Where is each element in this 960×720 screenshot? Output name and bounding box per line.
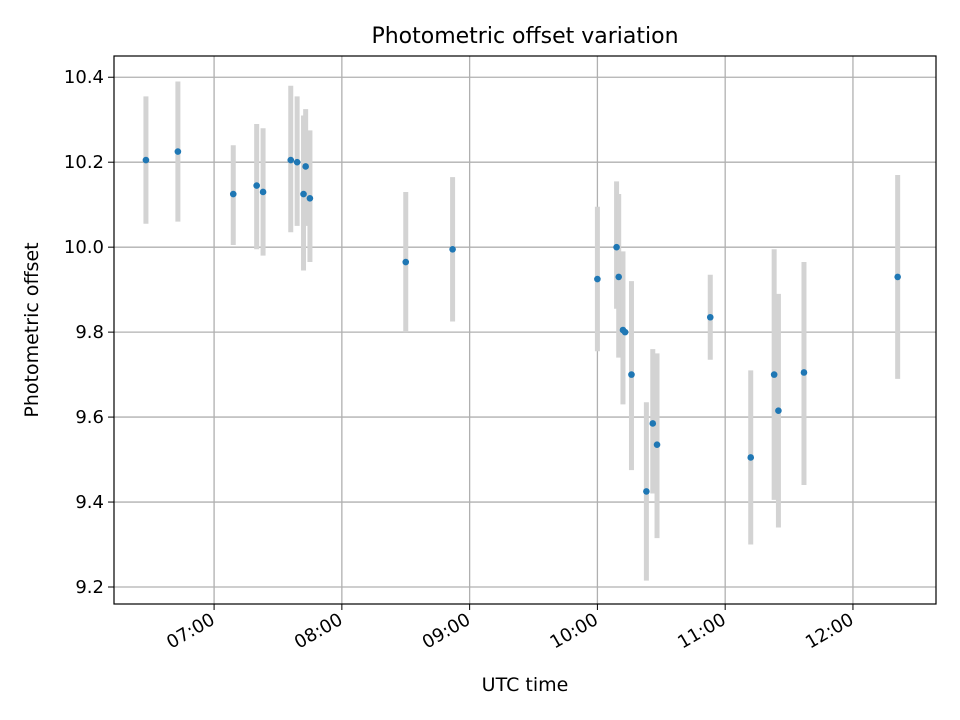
- data-point: [594, 275, 601, 283]
- data-point: [643, 488, 650, 495]
- data-point: [402, 258, 410, 266]
- y-axis: 9.2 9.4 9.6 9.8 10.0 10.2 10.4: [64, 67, 114, 598]
- data-point: [628, 371, 635, 378]
- y-tick-label: 9.8: [75, 322, 104, 343]
- data-point: [800, 369, 808, 376]
- data-point: [293, 158, 301, 166]
- data-point: [253, 182, 260, 189]
- y-tick-label: 10.2: [64, 152, 104, 173]
- grid: [114, 56, 936, 604]
- data-point: [287, 156, 295, 164]
- y-tick-label: 9.6: [75, 407, 104, 428]
- y-tick-label: 10.4: [64, 67, 104, 88]
- x-axis-label: UTC time: [482, 674, 569, 696]
- data-point: [259, 188, 267, 196]
- data-point: [300, 190, 307, 198]
- data-point: [649, 420, 657, 427]
- data-points: [142, 148, 901, 495]
- data-point: [174, 148, 182, 155]
- data-point: [747, 454, 755, 461]
- data-point: [653, 441, 661, 448]
- y-tick-label: 9.4: [75, 492, 104, 513]
- data-point: [613, 243, 620, 251]
- data-point: [142, 156, 150, 164]
- data-point: [615, 273, 622, 281]
- data-point: [775, 407, 782, 415]
- data-point: [770, 371, 778, 378]
- y-axis-label: Photometric offset: [21, 242, 43, 417]
- data-point: [706, 313, 714, 321]
- chart-title: Photometric offset variation: [371, 24, 678, 49]
- data-point: [894, 273, 901, 281]
- data-point: [306, 195, 314, 202]
- y-tick-label: 10.0: [64, 237, 104, 258]
- data-point: [302, 163, 309, 170]
- data-point: [229, 190, 237, 198]
- data-point: [621, 328, 629, 336]
- y-tick-label: 9.2: [75, 577, 104, 598]
- data-point: [449, 245, 456, 253]
- plot-frame: [113, 55, 937, 605]
